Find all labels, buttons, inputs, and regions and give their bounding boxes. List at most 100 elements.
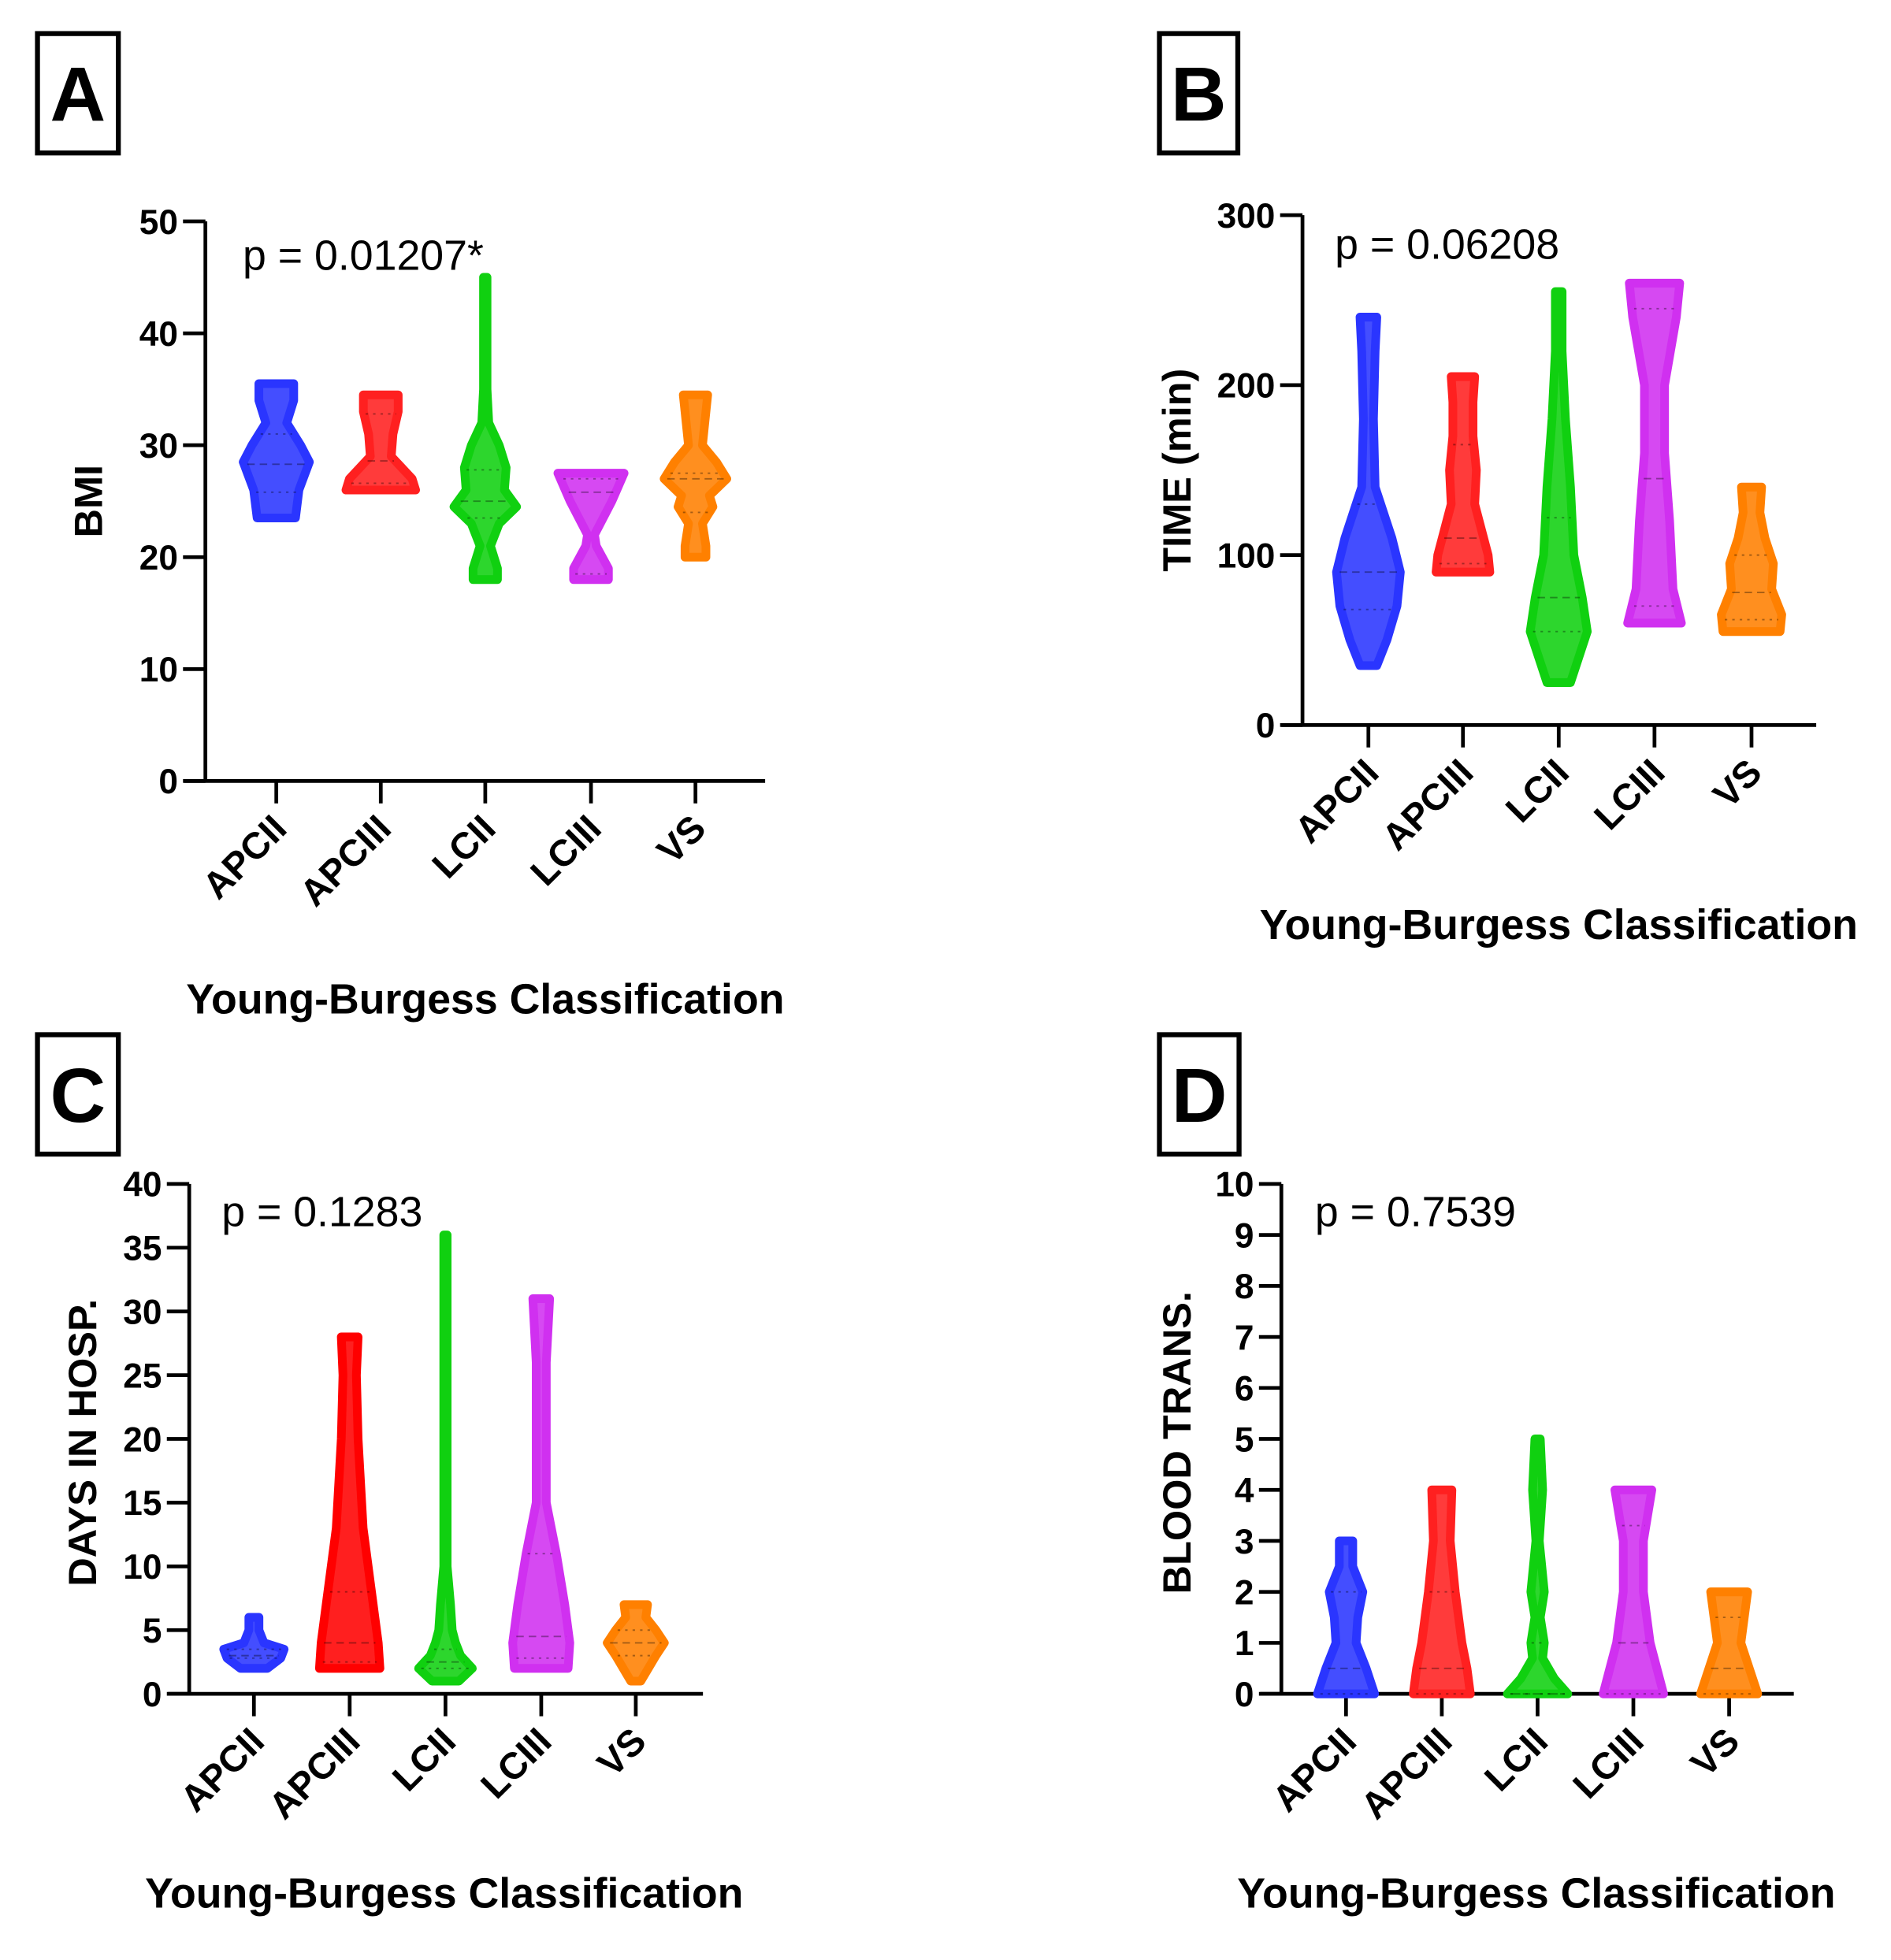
violin-lcii (1525, 287, 1592, 687)
y-axis-label: BMI (66, 465, 111, 538)
violin-vs (1696, 1587, 1763, 1698)
y-tick-label: 0 (1256, 707, 1276, 745)
violin-body (1332, 313, 1405, 670)
violin-body (1599, 1485, 1668, 1698)
x-tick-label: LCIII (1586, 752, 1673, 838)
x-axis-label: Young-Burgess Classification (186, 976, 784, 1023)
violin-lciii (553, 469, 629, 585)
y-tick-label: 5 (1235, 1420, 1254, 1459)
y-tick-label: 9 (1235, 1216, 1254, 1255)
y-tick-label: 10 (1215, 1166, 1254, 1205)
x-tick-label: VS (649, 807, 714, 872)
y-tick-label: 10 (139, 651, 178, 689)
violin-apcii (239, 379, 314, 523)
y-axis-label: TIME (min) (1154, 369, 1199, 572)
y-tick-label: 15 (123, 1484, 162, 1523)
x-tick-label: APCIII (1353, 1721, 1460, 1828)
violin-lcii (1503, 1435, 1573, 1698)
violin-vs (603, 1600, 669, 1686)
panel-label: D (1172, 1052, 1228, 1138)
x-tick-label: LCII (425, 807, 504, 887)
panel-b: B 0 100 200 300 TIME (min) Young-Burgess Class… (1154, 31, 1858, 948)
violin-lciii (508, 1294, 574, 1673)
x-tick-label: APCIII (292, 807, 399, 915)
y-tick-label: 5 (143, 1612, 162, 1650)
y-tick-label: 0 (1235, 1676, 1254, 1714)
panel-a: A 0 10 20 30 40 50 BMI Young-Burgess Classificat… (35, 31, 785, 1023)
y-tick-label: 3 (1235, 1523, 1254, 1561)
x-tick-label: VS (1683, 1721, 1748, 1785)
x-tick-label: VS (589, 1721, 654, 1785)
y-tick-label: 8 (1235, 1268, 1254, 1306)
x-tick-label: LCIII (1566, 1721, 1652, 1807)
violin-lciii (1623, 278, 1686, 628)
x-tick-label: LCII (1477, 1721, 1556, 1800)
y-tick-label: 300 (1217, 197, 1276, 236)
violin-lciii (1599, 1485, 1668, 1698)
y-tick-label: 100 (1217, 536, 1276, 575)
y-tick-label: 50 (139, 203, 178, 242)
y-tick-label: 200 (1217, 367, 1276, 406)
p-value-annotation: p = 0.06208 (1335, 221, 1559, 268)
panel-label: C (50, 1052, 106, 1138)
violin-apcii (1313, 1536, 1380, 1698)
violin-body (219, 1613, 289, 1673)
x-tick-label: LCIII (473, 1721, 559, 1807)
x-tick-label: LCIII (523, 807, 610, 894)
x-tick-label: APCII (195, 807, 295, 908)
violin-apcii (219, 1613, 289, 1673)
violin-body (659, 390, 731, 562)
y-tick-label: 6 (1235, 1370, 1254, 1409)
x-tick-label: APCII (173, 1721, 273, 1821)
y-tick-label: 25 (123, 1357, 162, 1395)
y-tick-label: 2 (1235, 1573, 1254, 1612)
violin-vs (659, 390, 731, 562)
x-tick-label: APCIII (1374, 752, 1481, 859)
y-tick-label: 20 (123, 1420, 162, 1459)
y-tick-label: 40 (123, 1166, 162, 1205)
y-axis-label: DAYS IN HOSP. (60, 1299, 105, 1587)
violin-body (1503, 1435, 1573, 1698)
violin-body (449, 273, 522, 585)
y-tick-label: 40 (139, 315, 178, 354)
y-tick-label: 4 (1235, 1472, 1254, 1510)
panel-label: A (50, 50, 106, 137)
violin-apcii (1332, 313, 1405, 670)
panel-d: D 0 1 2 3 4 5 6 7 8 9 10 BLOOD TRANS. Young-Burgess C… (1154, 1032, 1836, 1917)
y-tick-label: 7 (1235, 1319, 1254, 1357)
violin-body (1313, 1536, 1380, 1698)
x-tick-label: LCII (1498, 752, 1577, 831)
y-tick-label: 0 (143, 1676, 162, 1714)
x-axis-label: Young-Burgess Classification (145, 1870, 743, 1917)
violin-body (1623, 278, 1686, 628)
y-tick-label: 30 (139, 427, 178, 466)
y-axis-label: BLOOD TRANS. (1154, 1291, 1199, 1594)
y-tick-label: 35 (123, 1230, 162, 1268)
violin-body (1525, 287, 1592, 687)
panel-label-box (1157, 31, 1241, 156)
violin-body (1717, 482, 1786, 637)
x-axis-label: Young-Burgess Classification (1260, 901, 1858, 948)
violin-apciii (1432, 372, 1495, 577)
x-tick-label: LCII (385, 1721, 464, 1800)
x-tick-label: APCII (1265, 1721, 1365, 1821)
violin-body (1432, 372, 1495, 577)
violin-body (508, 1294, 574, 1673)
violin-body (314, 1332, 385, 1673)
y-tick-label: 1 (1235, 1624, 1254, 1663)
violin-vs (1717, 482, 1786, 637)
violin-apciii (1409, 1485, 1475, 1698)
panel-label-box (1157, 1032, 1242, 1157)
y-tick-label: 20 (139, 539, 178, 577)
y-tick-label: 30 (123, 1294, 162, 1332)
panel-label-box (35, 31, 121, 156)
violin-body (603, 1600, 669, 1686)
violin-body (414, 1231, 477, 1686)
x-axis-label: Young-Burgess Classification (1237, 1870, 1835, 1917)
violin-lcii (449, 273, 522, 585)
y-tick-label: 0 (158, 763, 178, 801)
x-tick-label: APCIII (261, 1721, 368, 1828)
panel-c: C 0 5 10 15 20 25 30 35 40 DAYS IN HOSP. Young-Burg… (35, 1032, 743, 1917)
